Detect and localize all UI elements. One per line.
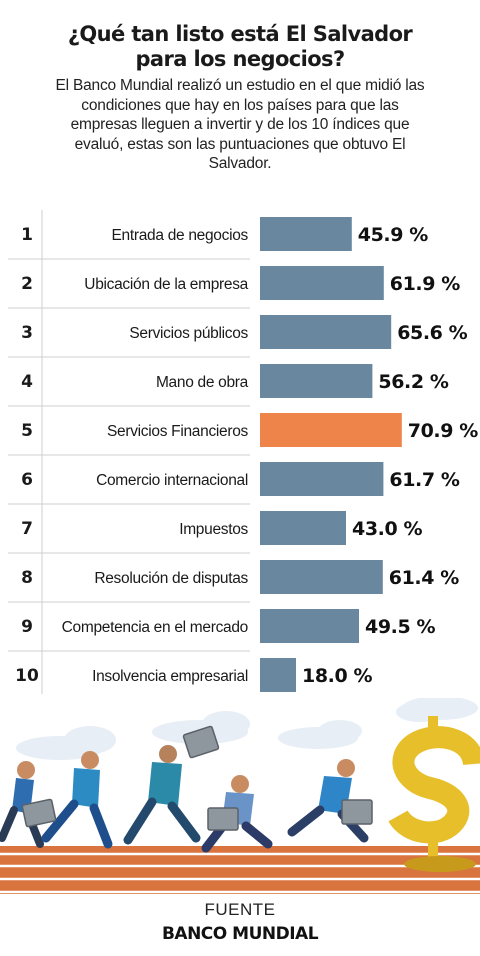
rank-number: 3 bbox=[21, 323, 33, 343]
bar bbox=[260, 462, 384, 496]
value-label: 43.0 % bbox=[352, 518, 422, 540]
bar bbox=[260, 364, 373, 398]
rank-number: 10 bbox=[15, 666, 39, 686]
category-label: Mano de obra bbox=[156, 374, 249, 391]
category-label: Resolución de disputas bbox=[94, 570, 248, 587]
value-label: 70.9 % bbox=[408, 420, 478, 442]
running-track-icon bbox=[0, 846, 480, 894]
category-label: Ubicación de la empresa bbox=[84, 276, 248, 293]
bar bbox=[260, 413, 402, 447]
value-label: 65.6 % bbox=[397, 322, 467, 344]
bar bbox=[260, 609, 359, 643]
category-label: Servicios Financieros bbox=[107, 423, 249, 440]
category-label: Entrada de negocios bbox=[112, 227, 249, 244]
rank-number: 7 bbox=[21, 519, 33, 539]
value-label: 61.9 % bbox=[390, 273, 460, 295]
rank-number: 4 bbox=[21, 372, 33, 392]
source: FUENTE BANCO MUNDIAL bbox=[0, 900, 480, 944]
value-label: 49.5 % bbox=[365, 616, 435, 638]
source-label: FUENTE bbox=[204, 900, 276, 919]
rank-number: 8 bbox=[21, 568, 33, 588]
bar bbox=[260, 511, 346, 545]
briefcase-icon bbox=[21, 725, 373, 831]
value-label: 61.7 % bbox=[389, 469, 459, 491]
bar bbox=[260, 217, 352, 251]
businessman-runner-icon bbox=[0, 745, 369, 853]
value-label: 56.2 % bbox=[378, 371, 448, 393]
rank-number: 5 bbox=[21, 421, 33, 441]
header: ¿Qué tan listo está El Salvador para los… bbox=[0, 22, 480, 174]
infographic-subtitle: El Banco Mundial realizó un estudio en e… bbox=[55, 77, 425, 172]
category-label: Competencia en el mercado bbox=[62, 619, 248, 636]
dollar-sign-icon bbox=[388, 716, 480, 872]
rank-number: 1 bbox=[21, 225, 33, 245]
infographic-title: ¿Qué tan listo está El Salvador para los… bbox=[67, 22, 413, 71]
category-label: Impuestos bbox=[179, 521, 248, 538]
runners-illustration bbox=[0, 698, 480, 894]
bar bbox=[260, 560, 383, 594]
rank-number: 2 bbox=[21, 274, 33, 294]
value-label: 61.4 % bbox=[389, 567, 459, 589]
category-label: Insolvencia empresarial bbox=[92, 668, 248, 685]
bar bbox=[260, 658, 296, 692]
bar bbox=[260, 315, 392, 349]
bar bbox=[260, 266, 384, 300]
rank-number: 9 bbox=[21, 617, 33, 637]
category-label: Servicios públicos bbox=[129, 325, 248, 342]
rank-number: 6 bbox=[21, 470, 33, 490]
source-name: BANCO MUNDIAL bbox=[161, 924, 319, 944]
value-label: 45.9 % bbox=[358, 224, 428, 246]
value-label: 18.0 % bbox=[302, 665, 372, 687]
category-label: Comercio internacional bbox=[96, 472, 248, 489]
bar-chart: 1 Entrada de negocios 45.9 % 2 Ubicación de … bbox=[8, 210, 479, 694]
